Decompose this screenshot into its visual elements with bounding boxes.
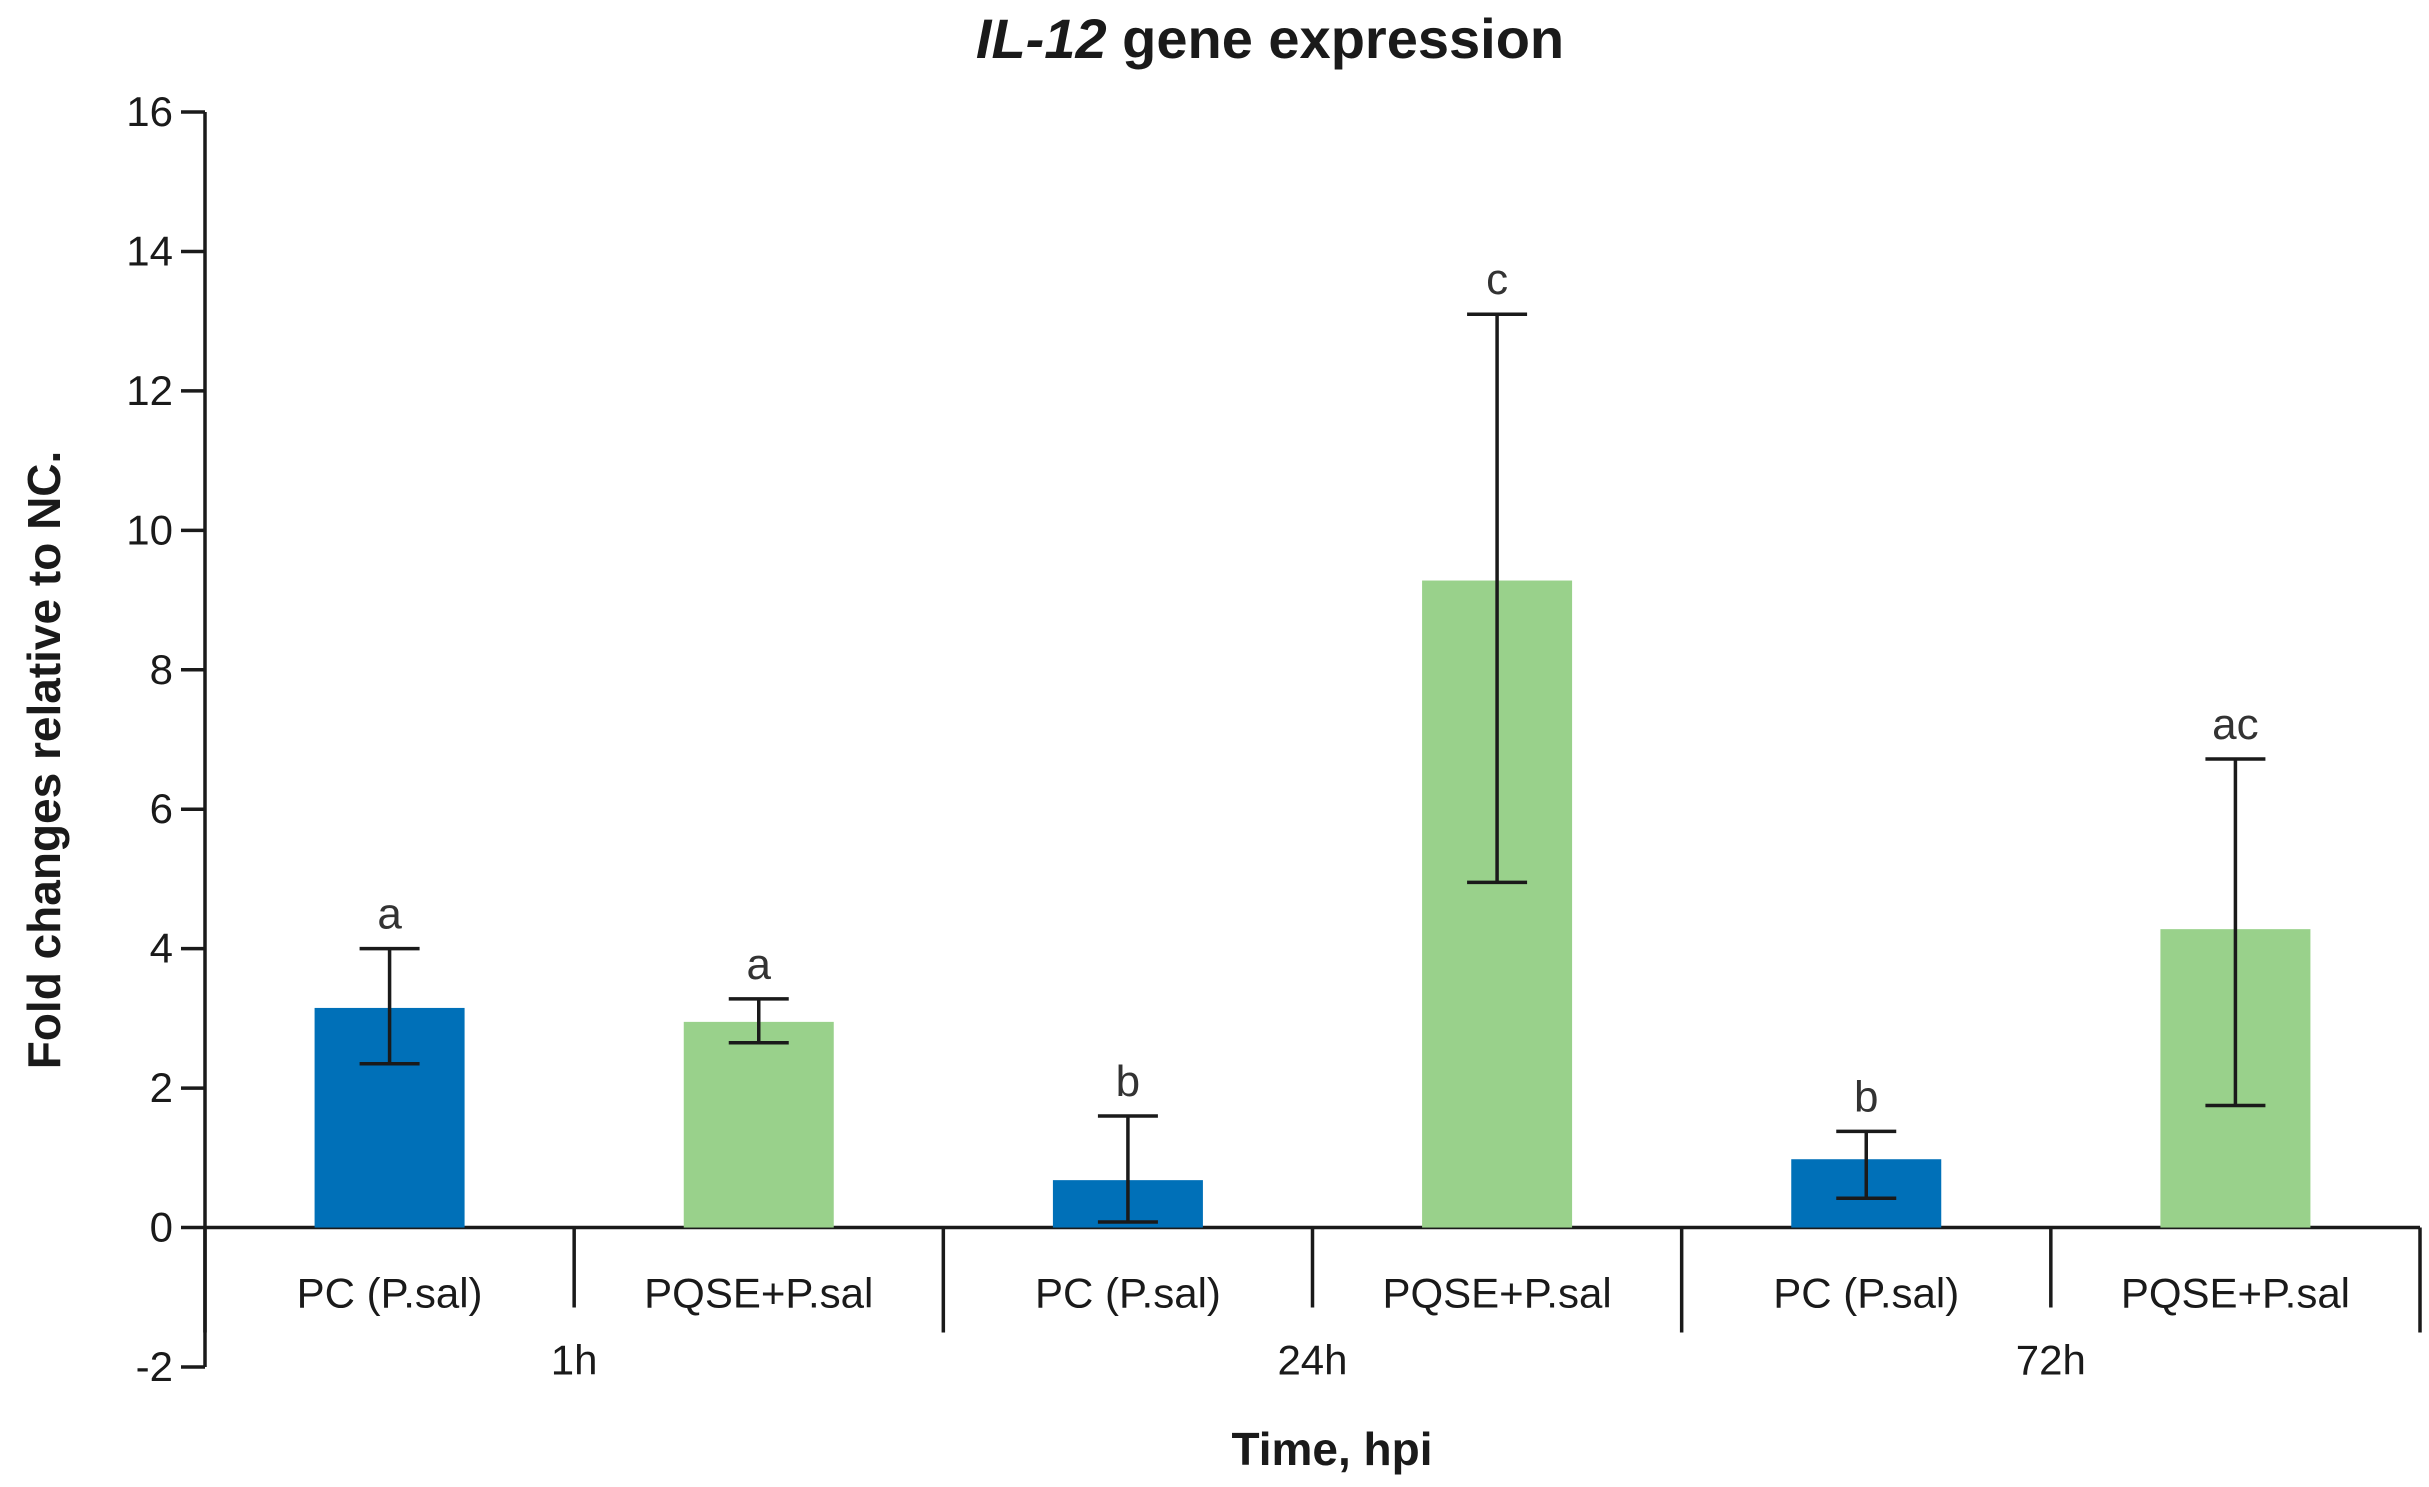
y-axis-label: Fold changes relative to NC. <box>18 451 70 1070</box>
category-label: PC (P.sal) <box>1773 1270 1959 1317</box>
group-label: 24h <box>1277 1337 1347 1384</box>
y-tick-label: 4 <box>150 925 173 972</box>
group-label: 1h <box>551 1337 598 1384</box>
significance-letter: b <box>1854 1072 1878 1121</box>
category-label: PQSE+P.sal <box>2121 1270 2350 1317</box>
category-label: PC (P.sal) <box>1035 1270 1221 1317</box>
y-tick-label: 0 <box>150 1204 173 1251</box>
category-label: PQSE+P.sal <box>1382 1270 1611 1317</box>
x-axis-label: Time, hpi <box>1231 1423 1432 1475</box>
chart-title-italic: IL-12 <box>976 7 1107 70</box>
chart-title: IL-12 gene expression <box>976 7 1564 70</box>
group-label: 72h <box>2016 1337 2086 1384</box>
significance-letter: b <box>1116 1057 1140 1106</box>
y-tick-label: 14 <box>126 227 173 274</box>
category-label: PQSE+P.sal <box>644 1270 873 1317</box>
significance-letter: ac <box>2212 700 2258 749</box>
plot-area: -2 0 2 4 6 8 10 12 14 16 1h 24h 72h a PC (P.sal) a PQSE+… <box>126 88 2422 1390</box>
significance-letter: a <box>377 890 402 939</box>
y-tick-label: 10 <box>126 506 173 553</box>
y-tick-label: 16 <box>126 88 173 135</box>
significance-letter: a <box>747 940 772 989</box>
chart-title-rest: gene expression <box>1107 7 1565 70</box>
significance-letter: c <box>1486 255 1508 304</box>
category-label: PC (P.sal) <box>297 1270 483 1317</box>
y-tick-label: 2 <box>150 1064 173 1111</box>
y-tick-label: 8 <box>150 646 173 693</box>
y-tick-label: 12 <box>126 367 173 414</box>
bar <box>683 1021 834 1228</box>
y-tick-label: 6 <box>150 785 173 832</box>
y-tick-label: -2 <box>136 1343 173 1390</box>
